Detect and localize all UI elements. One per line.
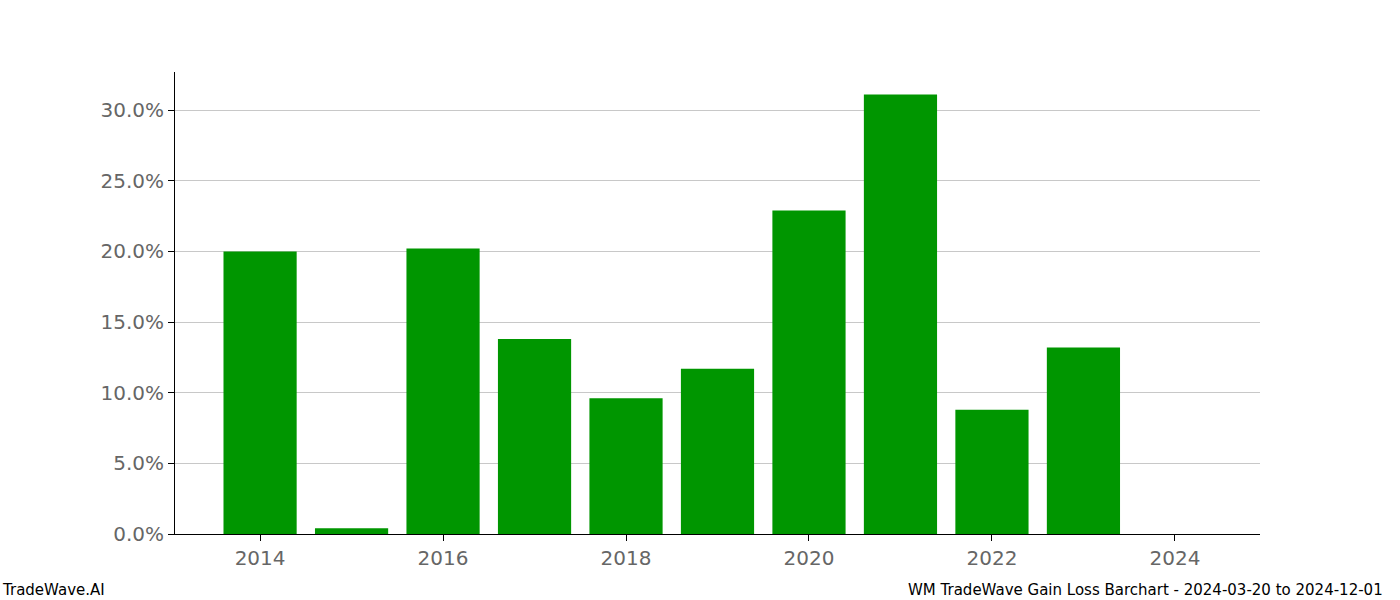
svg-text:0.0%: 0.0%: [113, 522, 164, 546]
svg-text:10.0%: 10.0%: [100, 381, 164, 405]
svg-text:2022: 2022: [966, 546, 1017, 570]
svg-text:15.0%: 15.0%: [100, 310, 164, 334]
svg-text:5.0%: 5.0%: [113, 451, 164, 475]
svg-text:2024: 2024: [1149, 546, 1200, 570]
svg-text:2018: 2018: [601, 546, 652, 570]
svg-text:2014: 2014: [235, 546, 286, 570]
svg-text:25.0%: 25.0%: [100, 169, 164, 193]
svg-text:TradeWave.AI: TradeWave.AI: [2, 581, 105, 599]
svg-text:WM TradeWave Gain Loss Barchar: WM TradeWave Gain Loss Barchart - 2024-0…: [908, 581, 1383, 599]
svg-text:20.0%: 20.0%: [100, 239, 164, 263]
svg-text:2016: 2016: [418, 546, 469, 570]
svg-text:2020: 2020: [784, 546, 835, 570]
svg-text:30.0%: 30.0%: [100, 98, 164, 122]
